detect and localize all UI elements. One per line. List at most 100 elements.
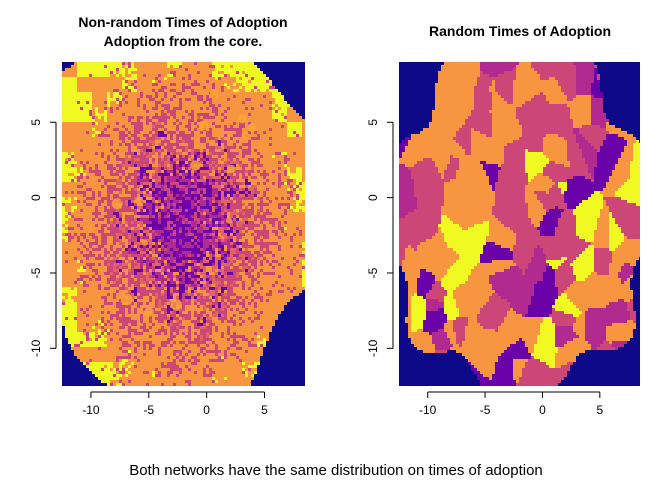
heatmap-cell: [176, 71, 179, 74]
heatmap-cell: [119, 176, 122, 179]
heatmap-cell: [167, 245, 170, 248]
heatmap-cell: [230, 113, 233, 116]
heatmap-cell: [98, 140, 101, 143]
heatmap-cell: [89, 77, 92, 80]
heatmap-cell: [176, 98, 179, 101]
heatmap-cell: [182, 113, 185, 116]
heatmap-cell: [86, 152, 89, 155]
heatmap-cell: [221, 206, 224, 209]
heatmap-cell: [233, 128, 236, 131]
heatmap-cell: [164, 80, 167, 83]
heatmap-cell: [209, 173, 212, 176]
heatmap-cell: [131, 218, 134, 221]
heatmap-cell: [128, 227, 131, 230]
heatmap-cell: [98, 227, 101, 230]
heatmap-cell: [68, 221, 71, 224]
heatmap-cell: [248, 167, 251, 170]
heatmap-cell: [284, 113, 287, 116]
heatmap-cell: [119, 68, 122, 71]
heatmap-cell: [191, 215, 194, 218]
heatmap-cell: [110, 119, 113, 122]
heatmap-cell: [296, 212, 299, 215]
heatmap-cell: [83, 71, 86, 74]
heatmap-cell: [152, 203, 155, 206]
heatmap-cell: [128, 242, 131, 245]
heatmap-cell: [110, 98, 113, 101]
heatmap-cell: [71, 230, 74, 233]
heatmap-cell: [275, 167, 278, 170]
heatmap-cell: [89, 107, 92, 110]
heatmap-cell: [134, 149, 137, 152]
heatmap-cell: [206, 113, 209, 116]
heatmap-cell: [188, 230, 191, 233]
heatmap-cell: [224, 200, 227, 203]
heatmap-cell: [272, 185, 275, 188]
heatmap-cell: [266, 125, 269, 128]
heatmap-cell: [281, 134, 284, 137]
heatmap-cell: [74, 227, 77, 230]
heatmap-cell: [128, 113, 131, 116]
heatmap-cell: [182, 89, 185, 92]
heatmap-cell: [230, 110, 233, 113]
heatmap-cell: [188, 74, 191, 77]
heatmap-cell: [239, 194, 242, 197]
heatmap-cell: [65, 83, 68, 86]
heatmap-cell: [227, 104, 230, 107]
heatmap-cell: [233, 209, 236, 212]
heatmap-cell: [248, 122, 251, 125]
heatmap-cell: [257, 143, 260, 146]
heatmap-cell: [209, 101, 212, 104]
heatmap-cell: [134, 191, 137, 194]
heatmap-cell: [284, 137, 287, 140]
heatmap-cell: [161, 224, 164, 227]
heatmap-cell: [68, 200, 71, 203]
heatmap-cell: [248, 71, 251, 74]
heatmap-cell: [260, 71, 263, 74]
heatmap-cell: [92, 131, 95, 134]
heatmap-cell: [131, 68, 134, 71]
heatmap-cell: [302, 131, 305, 134]
heatmap-cell: [101, 245, 104, 248]
heatmap-cell: [200, 104, 203, 107]
heatmap-cell: [254, 176, 257, 179]
heatmap-cell: [167, 89, 170, 92]
heatmap-cell: [104, 182, 107, 185]
heatmap-cell: [176, 221, 179, 224]
heatmap-cell: [146, 77, 149, 80]
heatmap-cell: [200, 233, 203, 236]
heatmap-cell: [179, 179, 182, 182]
heatmap-cell: [257, 215, 260, 218]
heatmap-cell: [191, 125, 194, 128]
heatmap-cell: [170, 227, 173, 230]
heatmap-cell: [224, 104, 227, 107]
heatmap-cell: [167, 242, 170, 245]
heatmap-cell: [77, 200, 80, 203]
heatmap-cell: [209, 182, 212, 185]
heatmap-cell: [266, 161, 269, 164]
heatmap-cell: [131, 137, 134, 140]
heatmap-cell: [152, 170, 155, 173]
heatmap-cell: [113, 62, 116, 65]
heatmap-cell: [239, 95, 242, 98]
heatmap-cell: [110, 233, 113, 236]
heatmap-cell: [86, 86, 89, 89]
heatmap-cell: [80, 83, 83, 86]
heatmap-cell: [116, 242, 119, 245]
heatmap-cell: [128, 149, 131, 152]
heatmap-cell: [140, 152, 143, 155]
heatmap-cell: [155, 65, 158, 68]
heatmap-cell: [128, 68, 131, 71]
heatmap-cell: [107, 152, 110, 155]
heatmap-cell: [77, 173, 80, 176]
heatmap-cell: [137, 218, 140, 221]
heatmap-cell: [137, 116, 140, 119]
heatmap-cell: [110, 182, 113, 185]
heatmap-cell: [125, 242, 128, 245]
heatmap-cell: [230, 182, 233, 185]
heatmap-cell: [200, 143, 203, 146]
heatmap-cell: [254, 110, 257, 113]
heatmap-cell: [188, 167, 191, 170]
heatmap-cell: [203, 236, 206, 239]
heatmap-cell: [101, 239, 104, 242]
heatmap-cell: [101, 179, 104, 182]
